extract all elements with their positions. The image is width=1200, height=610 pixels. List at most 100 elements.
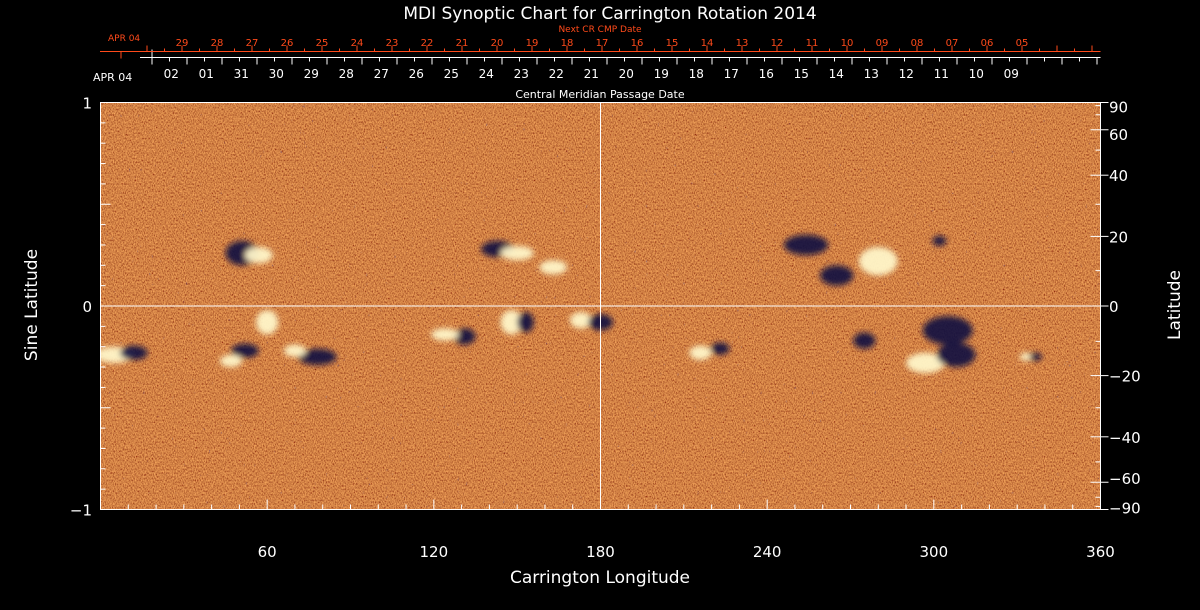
active-region-positive xyxy=(539,260,568,275)
chart-title: MDI Synoptic Chart for Carrington Rotati… xyxy=(403,4,816,24)
next-cr-axis: 29 28 27 26 25 24 23 22 21 20 19 18 17 16 15 14 13 12 11 10… xyxy=(100,38,1101,59)
right-y-axis-label: Latitude xyxy=(1165,270,1185,340)
active-region-positive xyxy=(219,354,243,368)
cmp-day-label: 22 xyxy=(549,67,564,81)
cmp-day-label: 01 xyxy=(199,67,214,81)
next-cr-start-label: APR 04 xyxy=(108,34,140,44)
cmp-day-label: 10 xyxy=(969,67,984,81)
cmp-day-label: 18 xyxy=(689,67,704,81)
next-cr-day-label: 12 xyxy=(771,38,784,49)
cmp-day-label: 30 xyxy=(269,67,284,81)
next-cr-day-label: 28 xyxy=(211,38,224,49)
next-cr-axis-label: Next CR CMP Date xyxy=(558,25,642,35)
next-cr-day-label: 17 xyxy=(596,38,609,49)
next-cr-day-label: 19 xyxy=(526,38,539,49)
active-region-positive xyxy=(500,245,534,261)
active-regions xyxy=(101,234,1043,374)
right-y-tick-label: 40 xyxy=(1109,167,1128,185)
cmp-day-label: 21 xyxy=(584,67,599,81)
cmp-start-label: APR 04 xyxy=(93,71,132,84)
cmp-date-axis: 02 01 31 30 29 28 27 26 25 24 23 22 21 20 19 18 17 16 15 14… xyxy=(140,49,1101,81)
active-region-negative xyxy=(819,265,854,286)
active-region-negative xyxy=(517,312,534,333)
cmp-day-label: 11 xyxy=(934,67,949,81)
right-y-tick-label: −20 xyxy=(1109,368,1141,386)
cmp-day-label: 09 xyxy=(1004,67,1019,81)
next-cr-day-label: 22 xyxy=(421,38,434,49)
cmp-day-label: 25 xyxy=(444,67,459,81)
next-cr-day-label: 25 xyxy=(316,38,329,49)
active-region-negative xyxy=(710,342,730,355)
next-cr-day-label: 09 xyxy=(876,38,889,49)
x-tick-label: 360 xyxy=(1086,543,1115,561)
right-y-axis: 90 60 40 20 0 −20 −40 −60 −90 xyxy=(1090,99,1141,518)
next-cr-day-label: 27 xyxy=(246,38,259,49)
x-tick-label: 300 xyxy=(920,543,949,561)
active-region-positive xyxy=(244,246,273,264)
cmp-day-label: 15 xyxy=(794,67,809,81)
next-cr-day-label: 29 xyxy=(176,38,189,49)
cmp-day-label: 31 xyxy=(234,67,249,81)
cmp-day-label: 13 xyxy=(864,67,879,81)
next-cr-day-label: 24 xyxy=(351,38,364,49)
next-cr-day-label: 07 xyxy=(946,38,959,49)
x-tick-label: 180 xyxy=(586,543,615,561)
left-y-tick-label: 1 xyxy=(82,95,92,113)
cmp-day-label: 16 xyxy=(759,67,774,81)
x-tick-label: 60 xyxy=(258,543,277,561)
left-y-tick-label: −1 xyxy=(70,502,92,520)
cmp-axis-label: Central Meridian Passage Date xyxy=(515,88,684,101)
next-cr-day-label: 10 xyxy=(841,38,854,49)
active-region-negative xyxy=(936,342,976,368)
active-region-negative xyxy=(922,316,973,345)
cmp-day-label: 12 xyxy=(899,67,914,81)
x-tick-label: 120 xyxy=(420,543,449,561)
cmp-day-label: 28 xyxy=(339,67,354,81)
next-cr-day-label: 05 xyxy=(1016,38,1029,49)
next-cr-day-label: 11 xyxy=(806,38,819,49)
active-region-negative xyxy=(453,328,476,345)
right-y-tick-label: 20 xyxy=(1109,228,1128,246)
right-y-tick-label: −60 xyxy=(1109,470,1141,488)
x-tick-label: 240 xyxy=(753,543,782,561)
active-region-negative xyxy=(231,343,259,358)
left-y-axis: 1 0 −1 xyxy=(70,95,111,520)
next-cr-day-label: 08 xyxy=(911,38,924,49)
cmp-day-label: 27 xyxy=(374,67,389,81)
active-region-positive xyxy=(431,328,459,341)
active-region-positive xyxy=(283,344,307,357)
right-y-tick-label: 0 xyxy=(1109,298,1119,316)
next-cr-day-label: 13 xyxy=(736,38,749,49)
cmp-day-label: 02 xyxy=(164,67,179,81)
next-cr-day-label: 21 xyxy=(456,38,469,49)
active-region-negative xyxy=(853,332,876,349)
active-region-positive xyxy=(500,310,523,335)
active-region-negative xyxy=(297,348,337,366)
active-region-positive xyxy=(569,312,593,329)
active-region-positive xyxy=(689,345,712,360)
left-y-axis-label: Sine Latitude xyxy=(22,249,42,361)
cmp-day-label: 20 xyxy=(619,67,634,81)
active-region-positive xyxy=(1019,352,1032,361)
right-y-tick-label: −40 xyxy=(1109,429,1141,447)
x-axis-label: Carrington Longitude xyxy=(510,568,690,588)
next-cr-day-label: 20 xyxy=(491,38,504,49)
next-cr-day-label: 18 xyxy=(561,38,574,49)
next-cr-day-label: 23 xyxy=(386,38,399,49)
right-y-tick-label: 60 xyxy=(1109,126,1128,144)
cmp-day-label: 23 xyxy=(514,67,529,81)
x-axis: 60 120 180 240 300 360 xyxy=(127,499,1115,561)
next-cr-day-label: 14 xyxy=(701,38,714,49)
next-cr-day-label: 16 xyxy=(631,38,644,49)
active-region-positive xyxy=(858,246,898,276)
active-region-positive xyxy=(906,352,945,374)
cmp-day-label: 29 xyxy=(304,67,319,81)
cmp-day-label: 26 xyxy=(409,67,424,81)
cmp-day-label: 14 xyxy=(829,67,844,81)
active-region-negative xyxy=(932,235,947,246)
cmp-day-label: 24 xyxy=(479,67,494,81)
next-cr-day-label: 06 xyxy=(981,38,994,49)
active-region-positive xyxy=(256,310,279,335)
cmp-day-label: 17 xyxy=(724,67,739,81)
